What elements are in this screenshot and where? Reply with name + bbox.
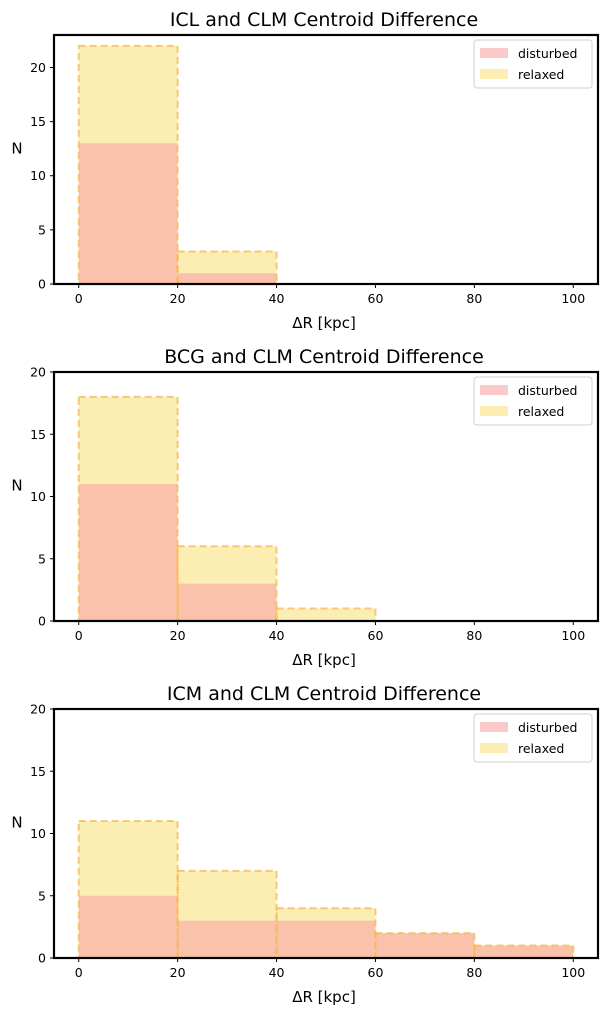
legend-label-relaxed: relaxed: [518, 67, 564, 82]
y-tick-label: 0: [38, 614, 46, 629]
chart-panel-3: ICM and CLM Centroid Difference 0 20 40 60 80…: [11, 683, 600, 1006]
chart-panel-2: BCG and CLM Centroid Difference 0 20 40 60 80…: [11, 346, 600, 669]
bar-relaxed-bin-3: [276, 608, 376, 621]
x-tick-label: 20: [170, 965, 186, 980]
y-tick-label: 15: [30, 114, 46, 129]
legend-label-relaxed: relaxed: [518, 741, 564, 756]
legend: disturbed relaxed: [473, 39, 593, 89]
chart-title: ICM and CLM Centroid Difference: [167, 683, 481, 705]
legend-swatch-relaxed: [480, 743, 508, 753]
y-tick-label: 15: [30, 764, 46, 779]
y-tick-label: 10: [30, 489, 46, 504]
y-axis-label: N: [11, 140, 22, 158]
y-tick-label: 5: [38, 551, 46, 566]
x-tick-label: 60: [368, 628, 384, 643]
legend-label-disturbed: disturbed: [518, 720, 577, 735]
legend: disturbed relaxed: [473, 376, 593, 426]
y-tick-label: 15: [30, 427, 46, 442]
x-tick-label: 20: [170, 291, 186, 306]
y-tick-label: 20: [30, 365, 46, 380]
x-tick-label: 60: [368, 965, 384, 980]
y-tick-label: 0: [38, 277, 46, 292]
x-tick-label: 60: [368, 291, 384, 306]
y-tick-label: 0: [38, 951, 46, 966]
x-tick-label: 0: [75, 965, 83, 980]
chart-title: ICL and CLM Centroid Difference: [170, 9, 478, 31]
bar-disturbed-bin-5: [474, 945, 574, 958]
x-tick-label: 100: [561, 965, 585, 980]
y-tick-label: 5: [38, 222, 46, 237]
legend-swatch-disturbed: [480, 48, 508, 58]
x-axis-label: ΔR [kpc]: [292, 651, 356, 669]
y-tick-label: 20: [30, 60, 46, 75]
x-tick-label: 40: [269, 291, 285, 306]
bar-disturbed-bin-1: [78, 143, 178, 284]
x-tick-label: 0: [75, 628, 83, 643]
legend-swatch-disturbed: [480, 722, 508, 732]
legend-label-disturbed: disturbed: [518, 383, 577, 398]
bar-disturbed-bin-2: [177, 583, 277, 621]
bar-disturbed-bin-2: [177, 273, 277, 284]
x-axis-label: ΔR [kpc]: [292, 314, 356, 332]
chart-panel-1: ICL and CLM Centroid Difference 0 20 40 60 80…: [11, 9, 600, 332]
y-tick-label: 5: [38, 888, 46, 903]
bar-relaxed-outline-bin-1: [77, 395, 179, 622]
axes-frame: [52, 33, 600, 286]
y-tick-label: 10: [30, 826, 46, 841]
legend: disturbed relaxed: [473, 713, 593, 763]
bar-disturbed-bin-2: [177, 920, 277, 958]
x-tick-label: 80: [466, 965, 482, 980]
x-axis-label: ΔR [kpc]: [292, 988, 356, 1006]
y-axis-label: N: [11, 814, 22, 832]
bar-disturbed-bin-1: [78, 484, 178, 621]
y-tick-label: 20: [30, 702, 46, 717]
x-tick-label: 20: [170, 628, 186, 643]
legend-label-relaxed: relaxed: [518, 404, 564, 419]
x-tick-label: 80: [466, 628, 482, 643]
y-axis-label: N: [11, 477, 22, 495]
legend-swatch-relaxed: [480, 406, 508, 416]
x-tick-label: 40: [269, 965, 285, 980]
legend-swatch-disturbed: [480, 385, 508, 395]
x-tick-label: 0: [75, 291, 83, 306]
x-tick-label: 40: [269, 628, 285, 643]
bar-disturbed-bin-4: [375, 933, 475, 958]
legend-swatch-relaxed: [480, 69, 508, 79]
x-tick-label: 100: [561, 291, 585, 306]
bar-disturbed-bin-3: [276, 920, 376, 958]
legend-label-disturbed: disturbed: [518, 46, 577, 61]
x-tick-label: 100: [561, 628, 585, 643]
bar-disturbed-bin-1: [78, 895, 178, 958]
x-tick-label: 80: [466, 291, 482, 306]
y-tick-label: 10: [30, 168, 46, 183]
chart-title: BCG and CLM Centroid Difference: [164, 346, 484, 368]
